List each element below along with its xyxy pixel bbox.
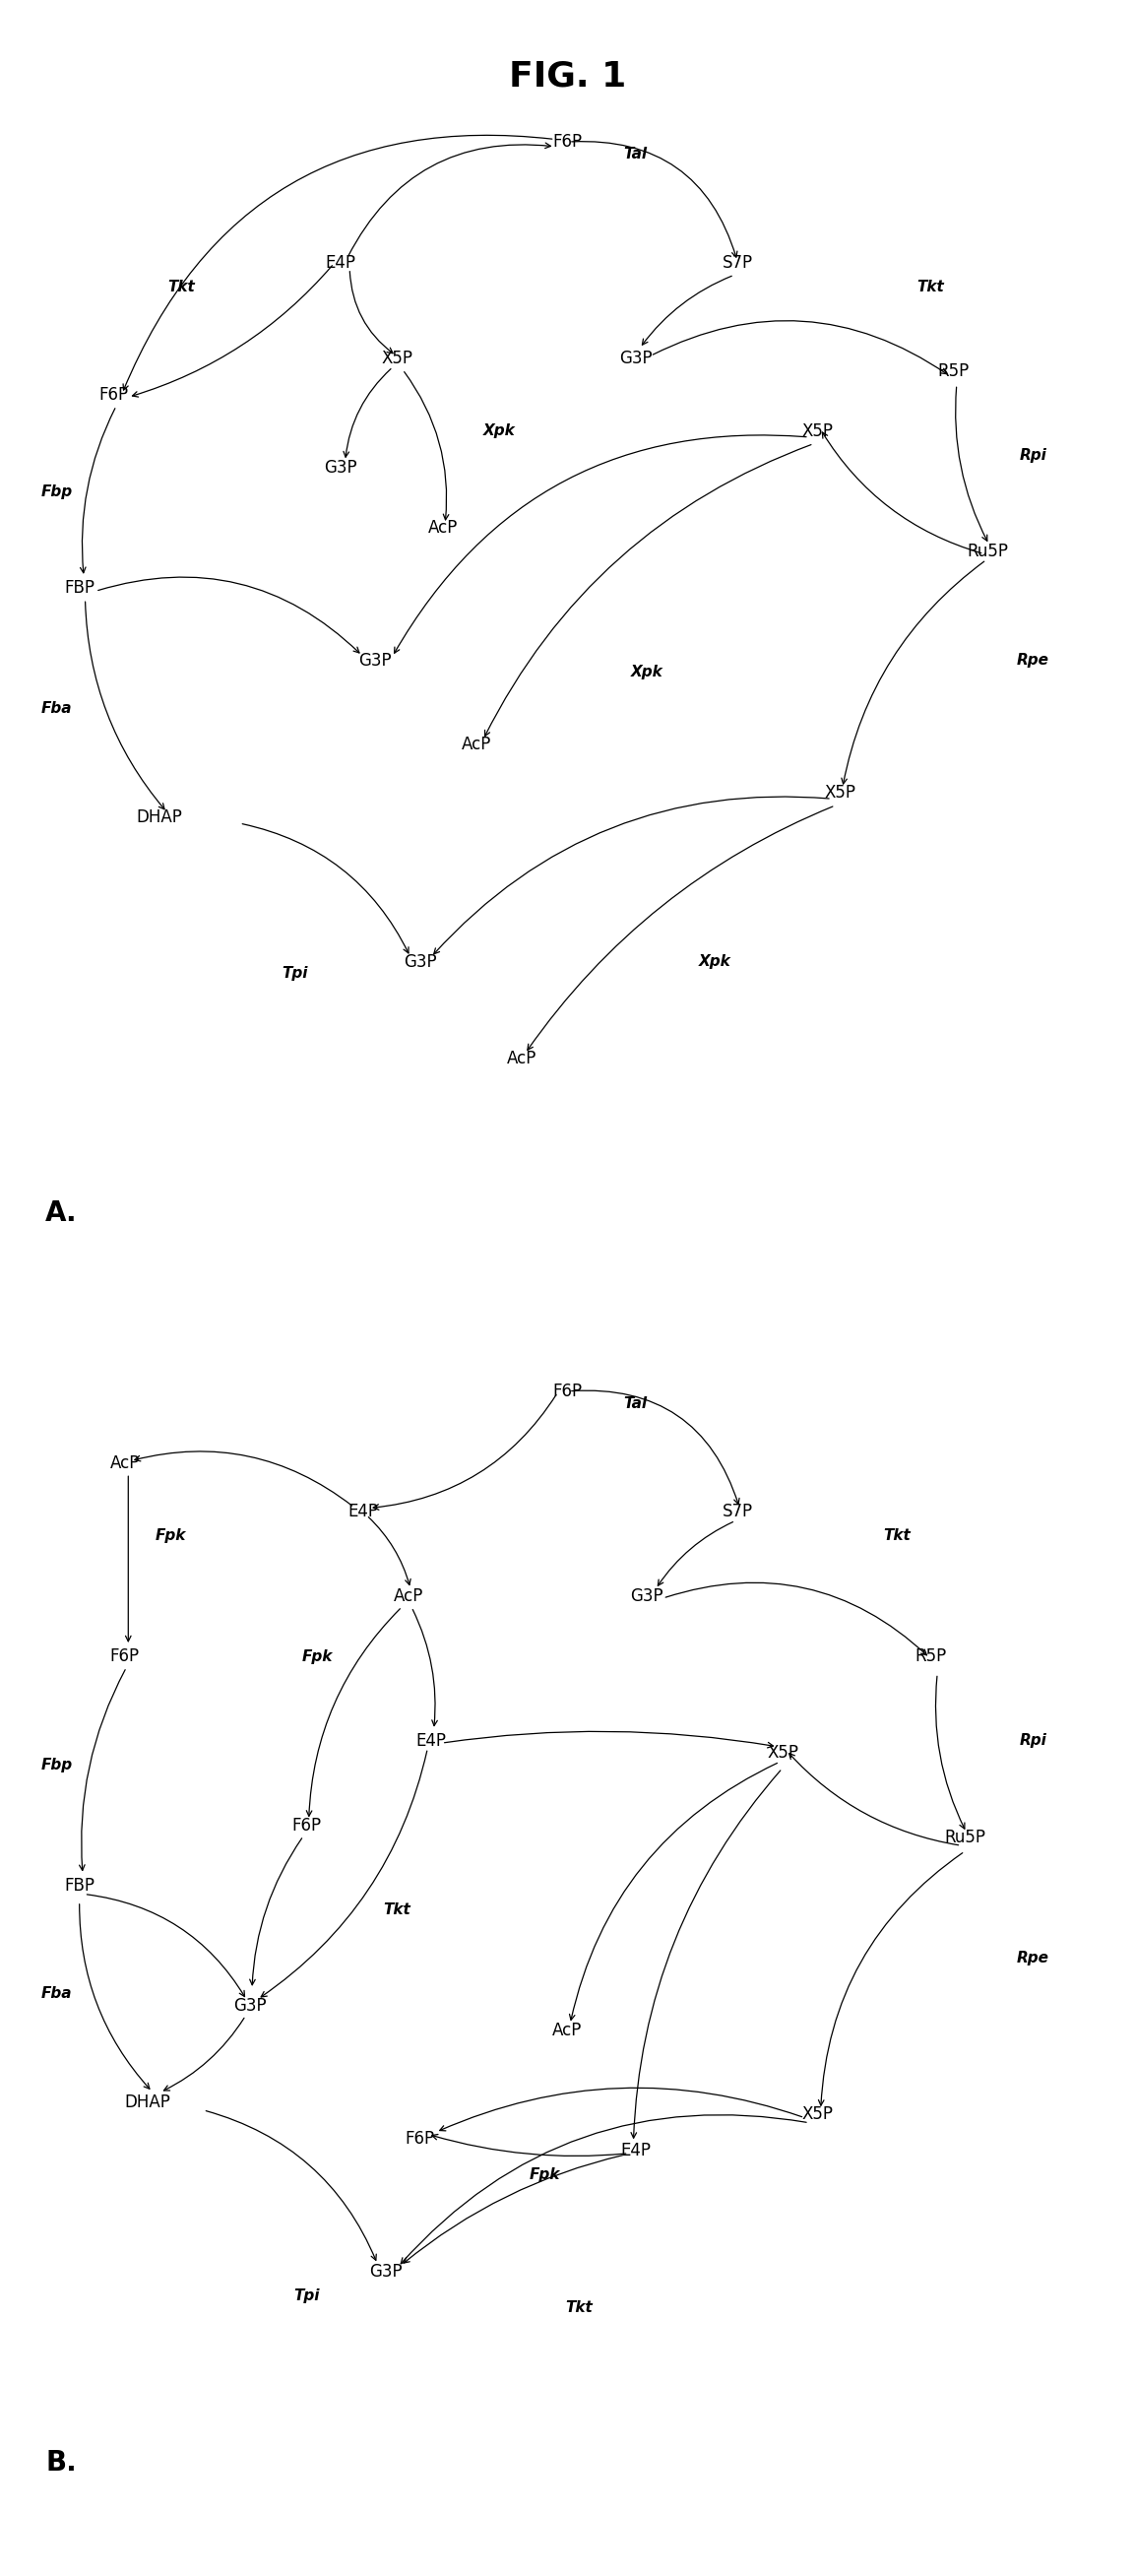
Text: AcP: AcP bbox=[394, 1587, 423, 1605]
Text: Fpk: Fpk bbox=[529, 2166, 561, 2182]
Text: Tkt: Tkt bbox=[168, 278, 195, 294]
Text: F6P: F6P bbox=[99, 386, 128, 404]
Text: S7P: S7P bbox=[723, 1502, 753, 1520]
Text: F6P: F6P bbox=[110, 1649, 140, 1664]
Text: Tkt: Tkt bbox=[917, 278, 944, 294]
Text: AcP: AcP bbox=[110, 1455, 140, 1473]
Text: Tkt: Tkt bbox=[565, 2300, 592, 2316]
Text: FIG. 1: FIG. 1 bbox=[508, 59, 627, 93]
Text: Rpi: Rpi bbox=[1019, 448, 1046, 464]
Text: Rpe: Rpe bbox=[1017, 1950, 1049, 1965]
Text: E4P: E4P bbox=[326, 252, 355, 270]
Text: E4P: E4P bbox=[348, 1502, 378, 1520]
Text: AcP: AcP bbox=[428, 518, 457, 536]
Text: G3P: G3P bbox=[403, 953, 437, 971]
Text: G3P: G3P bbox=[369, 2262, 403, 2280]
Text: Fba: Fba bbox=[41, 701, 73, 716]
Text: Tal: Tal bbox=[624, 147, 647, 162]
Text: A.: A. bbox=[45, 1200, 77, 1226]
Text: X5P: X5P bbox=[824, 783, 856, 801]
Text: Rpe: Rpe bbox=[1017, 652, 1049, 667]
Text: F6P: F6P bbox=[405, 2130, 435, 2148]
Text: Rpi: Rpi bbox=[1019, 1734, 1046, 1749]
Text: R5P: R5P bbox=[915, 1649, 947, 1664]
Text: FBP: FBP bbox=[65, 580, 94, 598]
Text: Xpk: Xpk bbox=[484, 425, 515, 438]
Text: F6P: F6P bbox=[292, 1816, 321, 1834]
Text: X5P: X5P bbox=[767, 1744, 799, 1762]
Text: Fpk: Fpk bbox=[302, 1649, 334, 1664]
Text: S7P: S7P bbox=[723, 252, 753, 270]
Text: DHAP: DHAP bbox=[136, 809, 182, 827]
Text: G3P: G3P bbox=[233, 1996, 267, 2014]
Text: Tpi: Tpi bbox=[283, 966, 308, 981]
Text: X5P: X5P bbox=[381, 350, 413, 368]
Text: Fbp: Fbp bbox=[41, 1757, 73, 1772]
Text: AcP: AcP bbox=[462, 737, 491, 755]
Text: X5P: X5P bbox=[801, 422, 833, 440]
Text: F6P: F6P bbox=[553, 1383, 582, 1401]
Text: G3P: G3P bbox=[323, 459, 358, 477]
Text: FBP: FBP bbox=[65, 1878, 94, 1893]
Text: Tkt: Tkt bbox=[883, 1528, 910, 1543]
Text: AcP: AcP bbox=[507, 1048, 537, 1066]
Text: Ru5P: Ru5P bbox=[967, 544, 1008, 562]
Text: B.: B. bbox=[45, 2450, 77, 2476]
Text: G3P: G3P bbox=[630, 1587, 664, 1605]
Text: R5P: R5P bbox=[938, 363, 969, 379]
Text: G3P: G3P bbox=[619, 350, 653, 368]
Text: Tal: Tal bbox=[624, 1396, 647, 1412]
Text: E4P: E4P bbox=[417, 1731, 446, 1749]
Text: AcP: AcP bbox=[553, 2022, 582, 2040]
Text: X5P: X5P bbox=[801, 2105, 833, 2123]
Text: Tkt: Tkt bbox=[384, 1901, 411, 1917]
Text: G3P: G3P bbox=[358, 652, 392, 670]
Text: Xpk: Xpk bbox=[699, 953, 731, 969]
Text: F6P: F6P bbox=[553, 134, 582, 152]
Text: Xpk: Xpk bbox=[631, 665, 663, 680]
Text: Ru5P: Ru5P bbox=[944, 1829, 985, 1847]
Text: Fbp: Fbp bbox=[41, 484, 73, 500]
Text: DHAP: DHAP bbox=[125, 2094, 170, 2112]
Text: Tpi: Tpi bbox=[294, 2287, 319, 2303]
Text: Fpk: Fpk bbox=[154, 1528, 186, 1543]
Text: Fba: Fba bbox=[41, 1986, 73, 2002]
Text: E4P: E4P bbox=[621, 2141, 650, 2159]
